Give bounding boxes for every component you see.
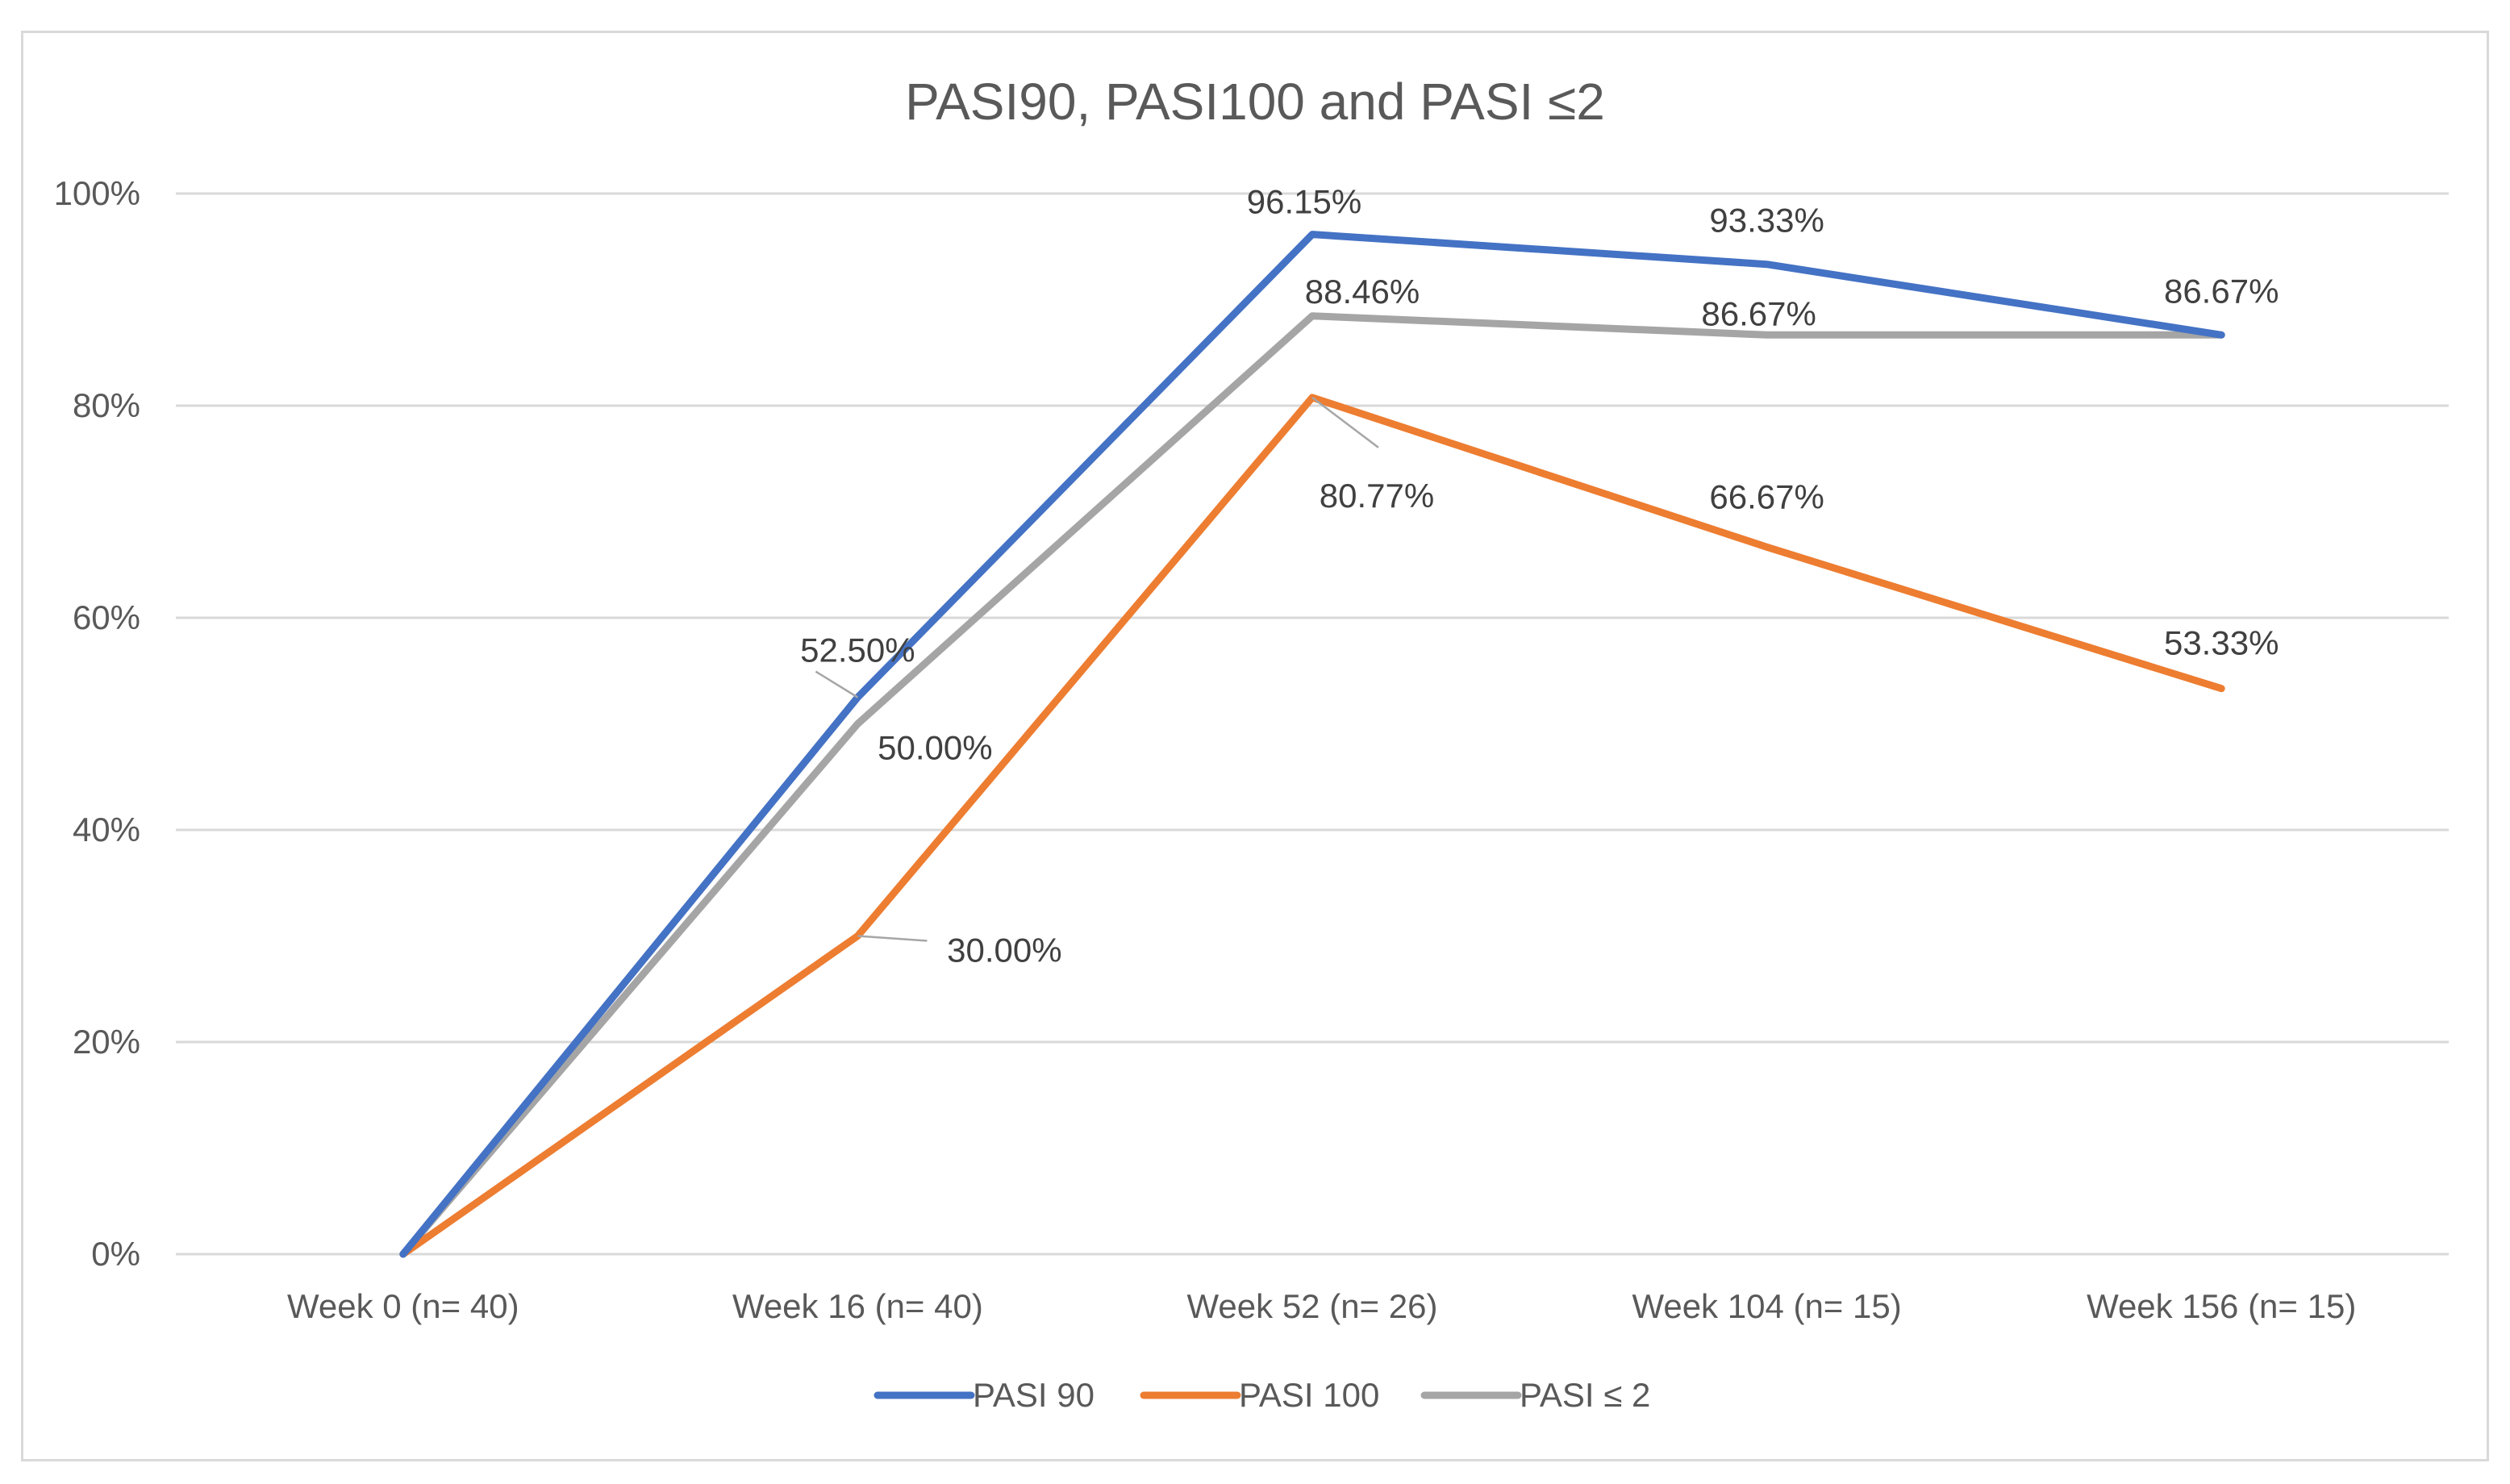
y-tick-label: 20% [73, 1023, 140, 1061]
legend-label: PASI ≤ 2 [1520, 1376, 1650, 1414]
x-tick-label: Week 0 (n= 40) [287, 1287, 519, 1325]
x-tick-label: Week 16 (n= 40) [732, 1287, 983, 1325]
legend-label: PASI 90 [973, 1376, 1094, 1414]
gridlines [176, 192, 2449, 1256]
y-tick-label: 40% [73, 811, 140, 848]
data-label: 86.67% [2164, 272, 2279, 310]
data-label: 80.77% [1320, 477, 1434, 515]
y-tick-label: 100% [54, 174, 140, 212]
series-lines [399, 231, 2225, 1258]
series-line [399, 394, 2225, 1258]
x-tick-label: Week 156 (n= 15) [2087, 1287, 2356, 1325]
legend: PASI 90 PASI 100 PASI ≤ 2 [873, 1376, 1650, 1414]
data-label: 93.33% [1709, 202, 1824, 240]
label-leader-line [1311, 396, 1379, 448]
series-line [399, 312, 2225, 1258]
label-leader-line [857, 935, 928, 942]
y-tick-label: 0% [91, 1235, 140, 1273]
data-label: 53.33% [2164, 624, 2279, 662]
data-labels: 52.50% 96.15% 93.33% 86.67% 30.00% 80.77% 66.6… [800, 183, 2279, 969]
label-leader-line [815, 670, 859, 698]
data-label: 86.67% [1701, 294, 1816, 332]
data-label: 30.00% [947, 932, 1061, 969]
label-leader-lines [815, 396, 1379, 942]
y-tick-label: 80% [73, 386, 140, 424]
x-axis-ticks: Week 0 (n= 40) Week 16 (n= 40) Week 52 (n=… [287, 1287, 2356, 1325]
series-line [399, 231, 2225, 1258]
data-label: 66.67% [1709, 477, 1824, 515]
data-label: 50.00% [878, 729, 992, 767]
x-tick-label: Week 104 (n= 15) [1632, 1287, 1901, 1325]
chart-title: PASI90, PASI100 and PASI ≤2 [905, 73, 1605, 131]
y-axis-ticks: 0% 20% 40% 60% 80% 100% [54, 174, 140, 1273]
data-label: 96.15% [1247, 183, 1361, 221]
x-tick-label: Week 52 (n= 26) [1187, 1287, 1438, 1325]
data-label: 52.50% [800, 632, 915, 669]
data-label: 88.46% [1305, 273, 1420, 311]
legend-label: PASI 100 [1239, 1376, 1379, 1414]
y-tick-label: 60% [73, 598, 140, 636]
